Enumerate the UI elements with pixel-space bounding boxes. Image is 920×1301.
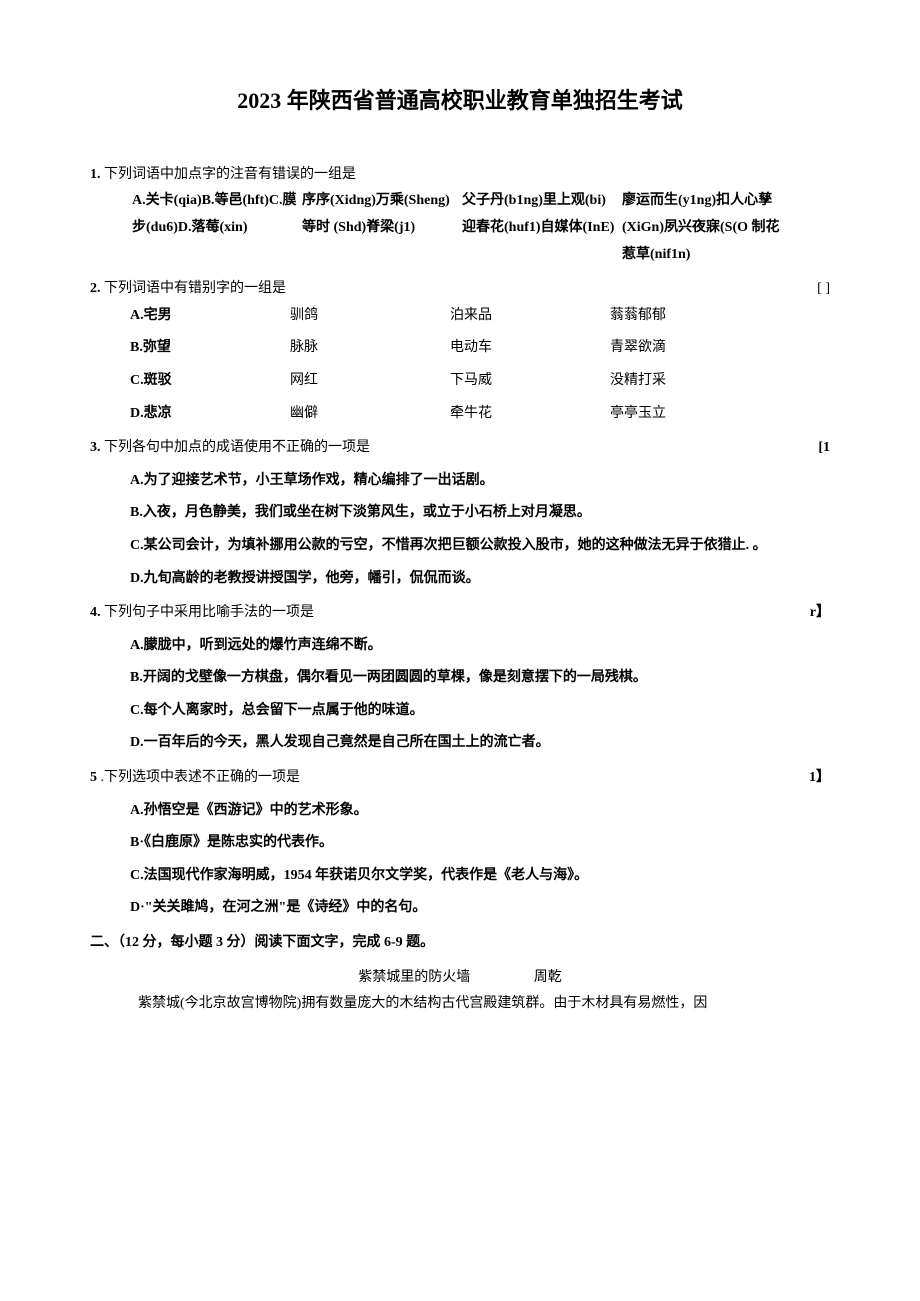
q4-bracket: r】 [810, 600, 830, 627]
question-2-stem-row: 2. 下列词语中有错别字的一组是 [ ] [90, 276, 830, 303]
q5-opt-a: A.孙悟空是《西游记》中的艺术形象。 [130, 798, 830, 825]
q4-opt-c: C.每个人离家时，总会留下一点属于他的味道。 [130, 698, 830, 725]
q2-r1c2: 电动车 [450, 335, 610, 362]
q2-r0c2: 泊来品 [450, 303, 610, 330]
q2-r3c0: D.悲凉 [130, 401, 290, 428]
q2-r0c0: A.宅男 [130, 303, 290, 330]
q4-num: 4. [90, 605, 101, 620]
q2-r1c0: B.弥望 [130, 335, 290, 362]
q1-col4: 廖运而生(y1ng)扣人心孳(XiGn)夙兴夜寐(S(O 制花惹草(nif1n) [620, 188, 790, 268]
article-title-row: 紫禁城里的防火墙 周乾 [90, 965, 830, 992]
q3-stem-left: 3. 下列各句中加点的成语使用不正确的一项是 [90, 435, 370, 462]
article-title: 紫禁城里的防火墙 [358, 965, 470, 992]
question-5-stem-row: 5 .下列选项中表述不正确的一项是 1】 [90, 765, 830, 792]
q3-options: A.为了迎接艺术节，小王草场作戏，精心编排了一出话剧。 B.入夜，月色静美，我们… [130, 468, 830, 592]
q5-opt-b: B·《白鹿原》是陈忠实的代表作。 [130, 830, 830, 857]
q2-r2c3: 没精打采 [610, 368, 770, 395]
q2-r1c1: 脉脉 [290, 335, 450, 362]
q2-r0c1: 驯鸽 [290, 303, 450, 330]
page-title: 2023 年陕西省普通高校职业教育单独招生考试 [90, 80, 830, 122]
question-3-stem-row: 3. 下列各句中加点的成语使用不正确的一项是 [1 [90, 435, 830, 462]
q2-options-grid: A.宅男 驯鸽 泊来品 蓊蓊郁郁 B.弥望 脉脉 电动车 青翠欲滴 C.斑驳 网… [130, 303, 830, 427]
q2-r3c1: 幽僻 [290, 401, 450, 428]
q1-text: 下列词语中加点字的注音有错误的一组是 [104, 167, 356, 182]
q3-opt-a: A.为了迎接艺术节，小王草场作戏，精心编排了一出话剧。 [130, 468, 830, 495]
q1-col2: 序序(Xidng)万乘(Sheng)等时 (Shd)脊梁(j1) [300, 188, 460, 268]
q5-num: 5 [90, 770, 97, 785]
question-4-stem-row: 4. 下列句子中采用比喻手法的一项是 r】 [90, 600, 830, 627]
q5-options: A.孙悟空是《西游记》中的艺术形象。 B·《白鹿原》是陈忠实的代表作。 C.法国… [130, 798, 830, 922]
q2-r0c3: 蓊蓊郁郁 [610, 303, 770, 330]
q5-bracket: 1】 [809, 765, 830, 792]
section-2-heading: 二、（12 分，每小题 3 分）阅读下面文字，完成 6-9 题。 [90, 930, 830, 957]
q2-stem-left: 2. 下列词语中有错别字的一组是 [90, 276, 286, 303]
article-author: 周乾 [534, 965, 562, 992]
q5-text: .下列选项中表述不正确的一项是 [101, 770, 301, 785]
q3-bracket: [1 [818, 435, 830, 462]
article-body: 紫禁城(今北京故宫博物院)拥有数量庞大的木结构古代宫殿建筑群。由于木材具有易燃性… [110, 991, 820, 1018]
q3-text: 下列各句中加点的成语使用不正确的一项是 [104, 440, 370, 455]
q2-text: 下列词语中有错别字的一组是 [104, 281, 286, 296]
q1-options-grid: A.关卡(qia)B.等邑(hft)C.膜步(du6)D.落莓(xin) 序序(… [130, 188, 830, 268]
q5-opt-d: D·"关关雎鸠，在河之洲"是《诗经》中的名句。 [130, 895, 830, 922]
q2-bracket: [ ] [817, 276, 830, 303]
q3-opt-b: B.入夜，月色静美，我们或坐在树下淡第风生，或立于小石桥上对月凝思。 [130, 500, 830, 527]
q2-r2c2: 下马威 [450, 368, 610, 395]
q4-stem-left: 4. 下列句子中采用比喻手法的一项是 [90, 600, 314, 627]
q2-r3c2: 牵牛花 [450, 401, 610, 428]
q4-opt-a: A.朦胧中，听到远处的爆竹声连绵不断。 [130, 633, 830, 660]
q4-opt-b: B.开阔的戈壁像一方棋盘，偶尔看见一两团圆圆的草棵，像是刻意摆下的一局残棋。 [130, 665, 830, 692]
q5-stem-left: 5 .下列选项中表述不正确的一项是 [90, 765, 300, 792]
q1-col3: 父子丹(b1ng)里上观(bi)迎春花(huf1)自媒体(InE) [460, 188, 620, 268]
q1-num: 1. [90, 167, 101, 182]
q4-text: 下列句子中采用比喻手法的一项是 [104, 605, 314, 620]
q3-opt-d: D.九旬高龄的老教授讲授国学，他旁，幡引，侃侃而谈。 [130, 566, 830, 593]
q2-r2c0: C.斑驳 [130, 368, 290, 395]
q4-opt-d: D.一百年后的今天，黑人发现自己竟然是自己所在国土上的流亡者。 [130, 730, 830, 757]
q2-r2c1: 网红 [290, 368, 450, 395]
q4-options: A.朦胧中，听到远处的爆竹声连绵不断。 B.开阔的戈壁像一方棋盘，偶尔看见一两团… [130, 633, 830, 757]
q5-opt-c: C.法国现代作家海明威，1954 年获诺贝尔文学奖，代表作是《老人与海》。 [130, 863, 830, 890]
q1-col1: A.关卡(qia)B.等邑(hft)C.膜步(du6)D.落莓(xin) [130, 188, 300, 268]
q2-r3c3: 亭亭玉立 [610, 401, 770, 428]
q2-num: 2. [90, 281, 101, 296]
question-1-stem: 1. 下列词语中加点字的注音有错误的一组是 [90, 162, 830, 189]
q3-opt-c: C.某公司会计，为填补挪用公款的亏空，不惜再次把巨额公款投入股市，她的这种做法无… [130, 533, 830, 560]
q2-r1c3: 青翠欲滴 [610, 335, 770, 362]
q3-num: 3. [90, 440, 101, 455]
